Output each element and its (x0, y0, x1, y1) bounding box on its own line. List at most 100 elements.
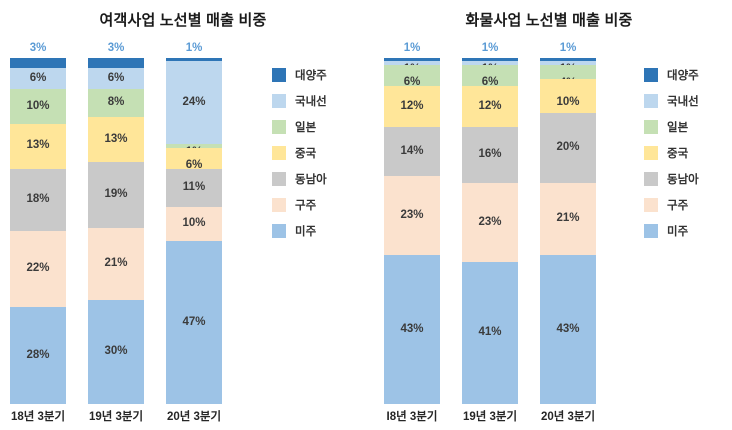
bar-segment: 1% (166, 42, 222, 62)
x-axis-label: 19년 3분기 (88, 411, 144, 423)
legend-color-swatch (272, 198, 286, 212)
bar-segment: 24% (166, 61, 222, 145)
bar-segment: 19% (88, 161, 144, 228)
bar-segment-label: 22% (26, 262, 50, 275)
bar-segment-label: 10% (26, 99, 50, 112)
x-axis-labels-passenger: 18년 3분기 19년 3분기 20년 3분기 (10, 408, 270, 430)
bar-segment-label: 23% (400, 208, 424, 221)
legend-color-swatch (644, 94, 658, 108)
legend-color-swatch (644, 224, 658, 238)
bar-segment: 6% (10, 68, 66, 90)
bar-segment: 12% (462, 85, 518, 128)
legend-label: 대양주 (667, 70, 699, 82)
bar-segment: 41% (462, 262, 518, 404)
legend-item-동남아[interactable]: 동남아 (644, 166, 699, 192)
bar-segment-label: 6% (29, 72, 47, 84)
bar-segment-label: 18% (26, 193, 50, 206)
bar-segment: 21% (88, 227, 144, 301)
bar-segment: 30% (88, 300, 144, 404)
bar-segment: 14% (384, 127, 440, 176)
bar-segment: 22% (10, 230, 66, 308)
legend-label: 중국 (295, 148, 317, 160)
bar-segment-label: 19% (104, 187, 128, 200)
bar-segment-label: 3% (29, 42, 47, 54)
chart-title-cargo: 화물사업 노선별 매출 비중 (465, 12, 633, 29)
plot-area-passenger: 3% 6% 10% 13% 18% 22% 28% 3% 6% 8% 13% 19% 21% 30% 1% 2… (0, 42, 366, 430)
bar-segment: 6% (166, 147, 222, 171)
legend-color-swatch (644, 120, 658, 134)
plot-area-cargo: 1%1%6%12%14%23%43%1%1%6%12%16%23%41%1%1%… (366, 42, 732, 430)
stacked-bar-column: 1%24%1%6%11%10%47% (166, 42, 222, 404)
x-axis-label: 20년 3분기 (166, 411, 222, 423)
legend-item-국내선[interactable]: 국내선 (644, 88, 699, 114)
stacked-bar-column: 1%1%6%12%14%23%43% (384, 42, 440, 404)
legend-item-미주[interactable]: 미주 (644, 218, 699, 244)
legend-color-swatch (272, 68, 286, 82)
stacked-bar-column: 1%1%6%12%16%23%41% (462, 42, 518, 404)
stacked-bars-cargo: 1%1%6%12%14%23%43%1%1%6%12%16%23%41%1%1%… (384, 42, 644, 404)
legend-item-대양주[interactable]: 대양주 (272, 62, 327, 88)
legend-label: 미주 (295, 226, 317, 238)
bar-segment-label: 10% (556, 96, 580, 109)
stacked-bar-column: 3% 6% 10% 13% 18% 22% 28% (10, 42, 66, 404)
bar-segment-label: 23% (478, 215, 502, 228)
legend-item-구주[interactable]: 구주 (644, 192, 699, 218)
legend-label: 미주 (667, 226, 689, 238)
bar-segment: 13% (88, 116, 144, 162)
passenger-revenue-chart-panel: 여객사업 노선별 매출 비중 3% 6% 10% 13% 18% 22% 28% 3% 6% 8%… (0, 12, 366, 430)
bar-segment: 21% (540, 182, 596, 256)
bar-segment: 23% (384, 175, 440, 256)
legend-label: 구주 (667, 200, 689, 212)
bar-segment: 6% (462, 64, 518, 88)
legend-item-일본[interactable]: 일본 (272, 114, 327, 140)
legend-color-swatch (272, 224, 286, 238)
bar-segment-label: 6% (481, 75, 499, 88)
bar-segment-label: 1% (185, 42, 203, 54)
legend-color-swatch (272, 120, 286, 134)
legend-item-대양주[interactable]: 대양주 (644, 62, 699, 88)
bar-segment: 11% (166, 168, 222, 207)
bar-segment: 6% (384, 64, 440, 87)
bar-segment: 13% (10, 123, 66, 169)
bar-segment: 47% (166, 241, 222, 404)
x-axis-label: 20년 3분기 (540, 411, 596, 423)
x-axis-label: I8년 3분기 (386, 411, 438, 423)
bar-segment: 3% (88, 42, 144, 69)
legend-item-국내선[interactable]: 국내선 (272, 88, 327, 114)
bar-segment: 12% (384, 85, 440, 128)
bar-segment-label: 30% (104, 345, 128, 358)
bar-segment-label: 20% (556, 141, 580, 154)
x-axis-label: 19년 3분기 (462, 411, 518, 423)
legend-color-swatch (272, 146, 286, 160)
legend-item-일본[interactable]: 일본 (644, 114, 699, 140)
bar-segment-label: 6% (185, 158, 203, 171)
legend-label: 국내선 (667, 96, 699, 108)
legend-label: 국내선 (295, 96, 327, 108)
bar-segment-label: 41% (478, 326, 502, 339)
bar-segment: 10% (10, 89, 66, 124)
bar-segment-label: 11% (182, 180, 206, 193)
bar-segment: 23% (462, 182, 518, 263)
legend-label: 일본 (295, 122, 317, 134)
legend-item-중국[interactable]: 중국 (272, 140, 327, 166)
legend-label: 구주 (295, 200, 317, 212)
legend-item-구주[interactable]: 구주 (272, 192, 327, 218)
bar-segment: 43% (540, 255, 596, 404)
legend-item-동남아[interactable]: 동남아 (272, 166, 327, 192)
bar-segment-label: 28% (26, 348, 50, 361)
legend-item-중국[interactable]: 중국 (644, 140, 699, 166)
bar-segment-label: 16% (478, 148, 502, 161)
bar-segment-label: 6% (107, 72, 125, 84)
cargo-revenue-chart-panel: 화물사업 노선별 매출 비중 1%1%6%12%14%23%43%1%1%6%1… (366, 0, 732, 430)
bar-segment-label: 8% (107, 96, 125, 109)
legend-color-swatch (644, 198, 658, 212)
legend-color-swatch (644, 172, 658, 186)
legend-item-미주[interactable]: 미주 (272, 218, 327, 244)
bar-segment: 3% (10, 42, 66, 69)
bar-segment: 20% (540, 113, 596, 183)
bar-segment-label: 43% (556, 322, 580, 335)
x-axis-labels-cargo: I8년 3분기 19년 3분기 20년 3분기 (384, 408, 644, 430)
legend-label: 대양주 (295, 70, 327, 82)
